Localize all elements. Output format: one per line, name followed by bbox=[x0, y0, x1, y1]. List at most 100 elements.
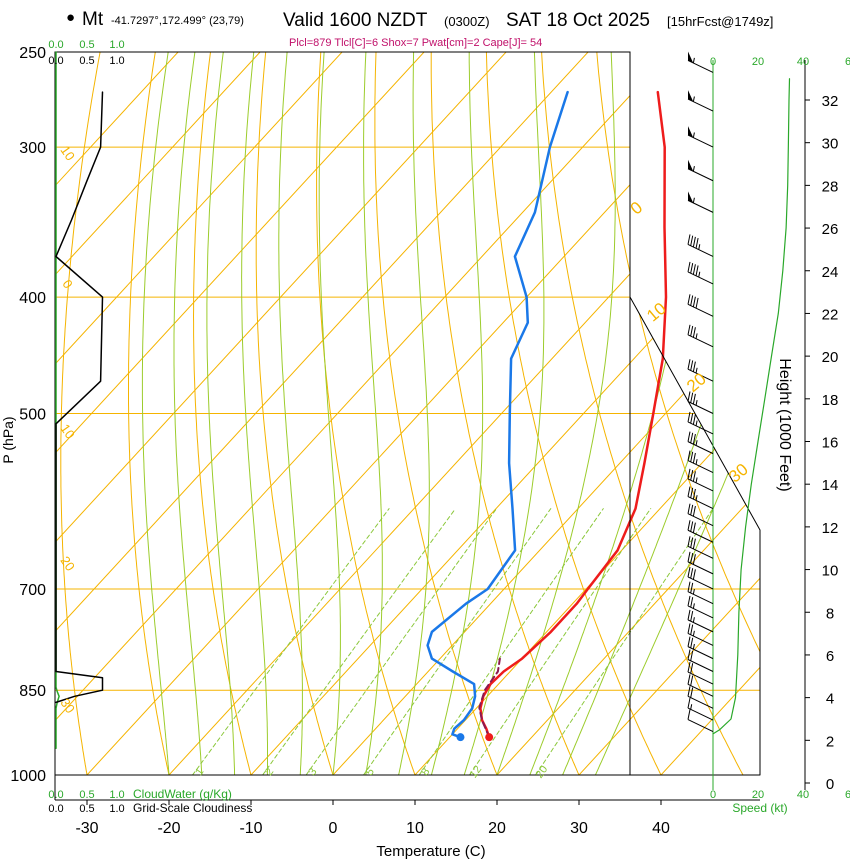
wind-barb bbox=[687, 294, 714, 317]
wind-barb-staff bbox=[687, 545, 714, 559]
x-tick-label: -10 bbox=[239, 820, 262, 837]
wind-barb bbox=[687, 486, 714, 510]
wind-barb-staff bbox=[687, 695, 714, 709]
wind-barb-full bbox=[690, 432, 694, 443]
wind-barb-full bbox=[690, 413, 694, 424]
pressure-tick-label: 400 bbox=[19, 290, 46, 307]
wind-barb-staff bbox=[687, 60, 714, 73]
wind-barb-full bbox=[687, 324, 691, 335]
height-tick-label: 32 bbox=[822, 93, 839, 110]
wind-barb bbox=[687, 581, 714, 605]
moist-adiabat--8 bbox=[241, 52, 268, 775]
wind-barb-full bbox=[687, 609, 691, 620]
labels: 1 2 3 5 8 12 2010010203001020300.00.00.00.00.5… bbox=[0, 39, 850, 860]
wind-barb-full bbox=[695, 297, 699, 309]
wind-barb bbox=[687, 520, 714, 543]
wind-barb-full bbox=[692, 236, 696, 247]
moist-adiabat-12 bbox=[430, 52, 484, 775]
wind-barb-full bbox=[692, 538, 696, 549]
wind-barb bbox=[687, 90, 714, 112]
wind-barb-full bbox=[695, 237, 699, 249]
wind-barb bbox=[687, 649, 714, 672]
wind-barb-half bbox=[692, 603, 695, 609]
x-tick-label: 30 bbox=[570, 820, 588, 837]
wind-barb-full bbox=[692, 569, 696, 580]
isotherm-label: 10 bbox=[57, 421, 78, 441]
wind-barb-full bbox=[687, 411, 691, 423]
wind-barb-full bbox=[690, 325, 694, 337]
wind-barb-full bbox=[687, 697, 691, 709]
wind-barb-staff bbox=[687, 496, 714, 510]
cloudiness-label: Grid-Scale Cloudiness bbox=[133, 801, 252, 815]
mixing-ratio-20 bbox=[535, 508, 714, 775]
isotherm-label: 20 bbox=[57, 553, 78, 573]
forecast-run: [15hrFcst@1749z] bbox=[667, 14, 774, 29]
wind-barb-full bbox=[692, 488, 696, 500]
mixing-ratio-label: 5 bbox=[364, 766, 377, 778]
wind-barb bbox=[687, 234, 714, 257]
height-tick-label: 0 bbox=[826, 776, 834, 793]
wind-barb bbox=[687, 126, 714, 148]
wind-barb-half bbox=[692, 96, 695, 102]
wind-barb-full bbox=[690, 537, 694, 548]
isotherm--10 bbox=[227, 52, 760, 775]
wind-barb-staff bbox=[687, 199, 714, 213]
wind-barb bbox=[687, 468, 714, 492]
wind-barb-half bbox=[692, 57, 695, 63]
wind-barb-staff bbox=[687, 244, 714, 257]
wind-barb-staff bbox=[687, 401, 714, 414]
speed-line bbox=[712, 78, 791, 735]
cloudiness-top-tick: 1.0 bbox=[109, 55, 124, 67]
wind-barb-full bbox=[690, 392, 694, 403]
height-tick-label: 8 bbox=[826, 605, 834, 622]
wind-barb bbox=[687, 609, 714, 633]
wind-barb-staff bbox=[687, 368, 714, 382]
moist-adiabat--12 bbox=[206, 52, 236, 775]
height-tick-label: 18 bbox=[822, 392, 839, 409]
pressure-tick-label: 1000 bbox=[10, 768, 46, 785]
mixing-ratio-label: 12 bbox=[467, 764, 484, 781]
height-tick-label: 12 bbox=[822, 520, 839, 537]
x-tick-label: 40 bbox=[652, 820, 670, 837]
wind-barb-half bbox=[692, 197, 695, 203]
wind-barb-staff bbox=[687, 605, 714, 619]
cloudiness-top-tick: 0.5 bbox=[79, 55, 94, 67]
wind-barb-half bbox=[695, 420, 698, 426]
isotherm-label: 10 bbox=[57, 143, 78, 163]
speed-top-tick: 40 bbox=[797, 56, 809, 68]
wind-barb bbox=[687, 261, 714, 285]
wind-barb-half bbox=[695, 440, 698, 446]
moist-adiabat--16 bbox=[173, 52, 203, 775]
surface-temperature-dot bbox=[485, 733, 494, 742]
wind-barb-full bbox=[687, 636, 691, 647]
wind-barb-half bbox=[692, 617, 695, 623]
speed-bottom-tick: 20 bbox=[752, 789, 764, 801]
x-tick-label: 0 bbox=[329, 820, 338, 837]
wind-barb-half bbox=[692, 166, 695, 172]
wind-barb-half bbox=[692, 630, 695, 636]
height-tick-label: 20 bbox=[822, 349, 839, 366]
wind-barb-full bbox=[690, 650, 694, 661]
dry-adiabat--20 bbox=[128, 52, 170, 775]
wind-barb bbox=[687, 551, 714, 575]
wind-barb-staff bbox=[687, 683, 714, 697]
height-tick-label: 14 bbox=[822, 477, 839, 494]
wind-barb-full bbox=[690, 451, 694, 462]
isotherm--90 bbox=[55, 52, 281, 775]
y-axis-label: P (hPa) bbox=[0, 416, 16, 463]
wind-barb-full bbox=[687, 623, 691, 634]
wind-barb-full bbox=[692, 505, 696, 517]
cloudiness-line bbox=[55, 91, 104, 704]
dry-adiabat-10 bbox=[316, 52, 416, 775]
wind-barb-half bbox=[695, 367, 698, 373]
wind-barb bbox=[687, 709, 714, 732]
height-tick-label: 6 bbox=[826, 648, 834, 665]
station-coords: -41.7297°,172.499° (23,79) bbox=[111, 15, 244, 27]
cloudiness-bottom-tick: 1.0 bbox=[109, 803, 124, 815]
pressure-tick-label: 250 bbox=[19, 45, 46, 62]
wind-barb-full bbox=[687, 566, 691, 578]
wind-barb-staff bbox=[687, 632, 714, 646]
mixing-ratio-label: 2 bbox=[263, 766, 276, 778]
wind-barb-staff bbox=[687, 271, 714, 285]
cloudwater-top-tick: 0.0 bbox=[48, 39, 63, 51]
